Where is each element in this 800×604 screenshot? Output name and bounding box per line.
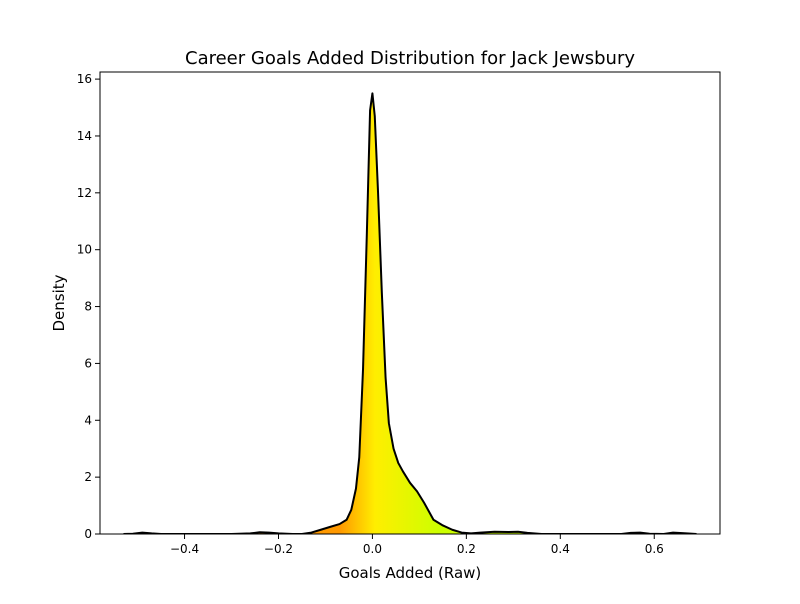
x-tick-label: 0.4	[551, 542, 570, 556]
plot-area	[123, 92, 697, 534]
x-tick-label: 0.6	[645, 542, 664, 556]
density-curve-line	[123, 92, 697, 534]
y-tick-label: 2	[84, 470, 92, 484]
x-tick-label: −0.4	[170, 542, 199, 556]
y-tick-label: 4	[84, 413, 92, 427]
y-tick-label: 16	[77, 72, 92, 86]
y-axis-label: Density	[50, 274, 68, 331]
chart-title: Career Goals Added Distribution for Jack…	[185, 48, 635, 69]
density-fill-area	[123, 93, 697, 534]
plot-frame	[99, 71, 721, 535]
y-axis-ticks: 0 2 4 6 8 10 12 14 16	[77, 72, 100, 541]
y-tick-label: 6	[84, 356, 92, 370]
x-tick-label: 0.0	[363, 542, 382, 556]
y-tick-label: 8	[84, 300, 92, 314]
y-tick-label: 12	[77, 186, 92, 200]
x-tick-label: −0.2	[264, 542, 293, 556]
y-tick-label: 0	[84, 527, 92, 541]
x-axis-ticks: −0.4 −0.2 0.0 0.2 0.4 0.6	[170, 534, 664, 556]
y-tick-label: 14	[77, 129, 92, 143]
y-tick-label: 10	[77, 243, 92, 257]
x-axis-label: Goals Added (Raw)	[339, 564, 482, 582]
x-tick-label: 0.2	[457, 542, 476, 556]
